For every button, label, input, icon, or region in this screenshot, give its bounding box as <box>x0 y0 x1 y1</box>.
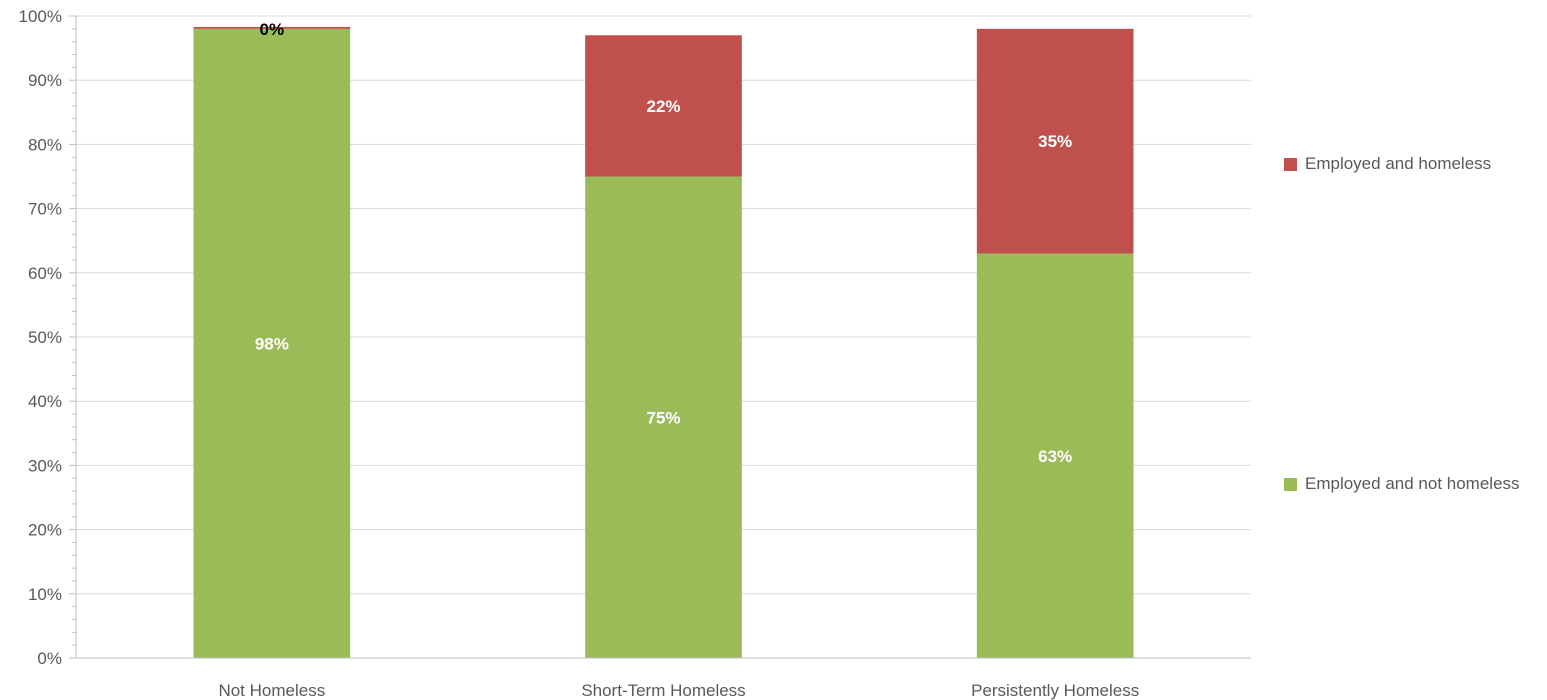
legend-label-employed-not-homeless: Employed and not homeless <box>1305 474 1520 493</box>
data-labels: 98% 0% 75% 22% 63% 35% <box>255 20 1072 466</box>
bar-segment <box>193 26 351 29</box>
x-category-label: Persistently Homeless <box>971 681 1139 700</box>
bars <box>193 26 1134 659</box>
bar-segment <box>585 35 742 177</box>
y-tick-label: 20% <box>28 521 62 540</box>
bar-segment <box>585 176 742 658</box>
data-label: 22% <box>646 97 680 116</box>
x-category-label: Short-Term Homeless <box>581 681 745 700</box>
y-tick-label: 50% <box>28 328 62 347</box>
data-label: 75% <box>646 408 680 427</box>
legend-item-employed-not-homeless: Employed and not homeless <box>1284 472 1544 524</box>
data-label: 35% <box>1038 132 1072 151</box>
y-tick-label: 40% <box>28 392 62 411</box>
legend-swatch-employed-not-homeless <box>1284 478 1297 491</box>
y-tick-label: 70% <box>28 200 62 219</box>
y-tick-label: 0% <box>37 649 62 668</box>
y-tick-label: 30% <box>28 456 62 475</box>
y-tick-label: 90% <box>28 71 62 90</box>
data-label: 0% <box>260 20 285 39</box>
y-tick-label: 100% <box>19 7 62 26</box>
y-tick-label: 80% <box>28 135 62 154</box>
x-category-label: Not Homeless <box>218 681 325 700</box>
bar-segment <box>193 28 351 658</box>
y-tick-label: 10% <box>28 585 62 604</box>
legend-item-employed-homeless: Employed and homeless <box>1284 152 1544 178</box>
data-label: 63% <box>1038 447 1072 466</box>
y-tick-label: 60% <box>28 264 62 283</box>
x-axis: Not Homeless Short-Term Homeless Persisten… <box>76 657 1251 700</box>
y-axis: 0% 10% 20% 30% 40% 50% 60% 70% 80% 90% 100% <box>19 7 77 668</box>
bar-segment <box>976 253 1134 659</box>
legend-label-employed-homeless: Employed and homeless <box>1305 154 1492 173</box>
bar-segment <box>976 28 1134 254</box>
legend-swatch-employed-homeless <box>1284 158 1297 171</box>
data-label: 98% <box>255 334 289 353</box>
